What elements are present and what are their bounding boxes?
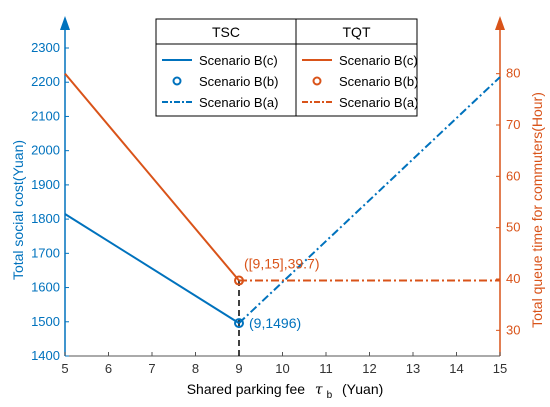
left-y-axis-label: Total social cost(Yuan) (10, 140, 26, 280)
x-axis-label: Shared parking fee τ b (Yuan) (187, 381, 384, 401)
legend-label-tqt-0: Scenario B(c) (339, 53, 418, 68)
x-axis-label-text: Shared parking fee (187, 381, 306, 397)
legend-label-tsc-2: Scenario B(a) (199, 95, 278, 110)
x-axis-label-unit: (Yuan) (342, 381, 383, 397)
legend-label-tqt-2: Scenario B(a) (339, 95, 418, 110)
left-y-tick-label: 2000 (31, 143, 60, 158)
left-y-tick-label: 2300 (31, 40, 60, 55)
legend: TSC TQT Scenario B(c) Scenario B(b) Scenario… (155, 18, 418, 117)
left-y-tick-label: 1600 (31, 280, 60, 295)
x-tick-label: 11 (319, 361, 333, 376)
legend-header-tqt: TQT (343, 24, 371, 40)
legend-label-tsc-0: Scenario B(c) (199, 53, 278, 68)
legend-label-tsc-1: Scenario B(b) (199, 74, 278, 89)
chart-marks: (9,1496) ([9,15],39.7) (64, 73, 501, 356)
legend-box (155, 18, 418, 117)
x-tick-label: 8 (192, 361, 199, 376)
x-tick-label: 5 (61, 361, 68, 376)
left-y-tick-label: 1800 (31, 211, 60, 226)
right-y-tick-label: 40 (506, 271, 520, 286)
x-tick-label: 9 (235, 361, 242, 376)
left-y-tick-label: 2200 (31, 74, 60, 89)
right-y-axis-arrow (495, 16, 505, 30)
x-axis-label-subscript: b (327, 390, 333, 401)
data-annotation: ([9,15],39.7) (244, 256, 320, 272)
tsc-scenario-b-b-point (234, 318, 244, 329)
tsc-scenario-b-a-line (238, 76, 501, 324)
x-tick-label: 13 (406, 361, 420, 376)
right-y-tick-label: 60 (506, 168, 520, 183)
x-tick-label: 7 (148, 361, 155, 376)
left-y-tick-label: 1500 (31, 314, 60, 329)
right-y-tick-label: 80 (506, 66, 520, 81)
tqt-scenario-b-c-line (64, 73, 240, 282)
legend-header-tsc: TSC (212, 24, 240, 40)
right-y-axis-label: Total queue time for commuters(Hour) (529, 92, 545, 328)
left-y-tick-label: 1400 (31, 348, 60, 363)
legend-label-tqt-1: Scenario B(b) (339, 74, 418, 89)
legend-swatch-tsc-1 (172, 76, 182, 86)
right-y-tick-label: 50 (506, 220, 520, 235)
right-y-tick-label: 70 (506, 117, 520, 132)
x-tick-label: 6 (105, 361, 112, 376)
x-axis-label-symbol: τ (315, 382, 323, 398)
left-y-axis-arrow (60, 16, 70, 30)
left-y-tick-label: 1700 (31, 245, 60, 260)
x-tick-label: 14 (449, 361, 463, 376)
chart-axes: 5 6 7 8 9 10 11 12 13 14 15 1400 1500 1600 1700 1800 190… (31, 16, 520, 376)
x-tick-label: 12 (362, 361, 376, 376)
right-y-tick-label: 30 (506, 322, 520, 337)
tsc-scenario-b-c-line (64, 213, 240, 324)
x-tick-label: 10 (275, 361, 289, 376)
left-y-tick-label: 1900 (31, 177, 60, 192)
data-annotation: (9,1496) (249, 315, 301, 331)
legend-swatch-tqt-1 (312, 76, 322, 86)
left-y-tick-label: 2100 (31, 108, 60, 123)
x-tick-label: 15 (493, 361, 507, 376)
